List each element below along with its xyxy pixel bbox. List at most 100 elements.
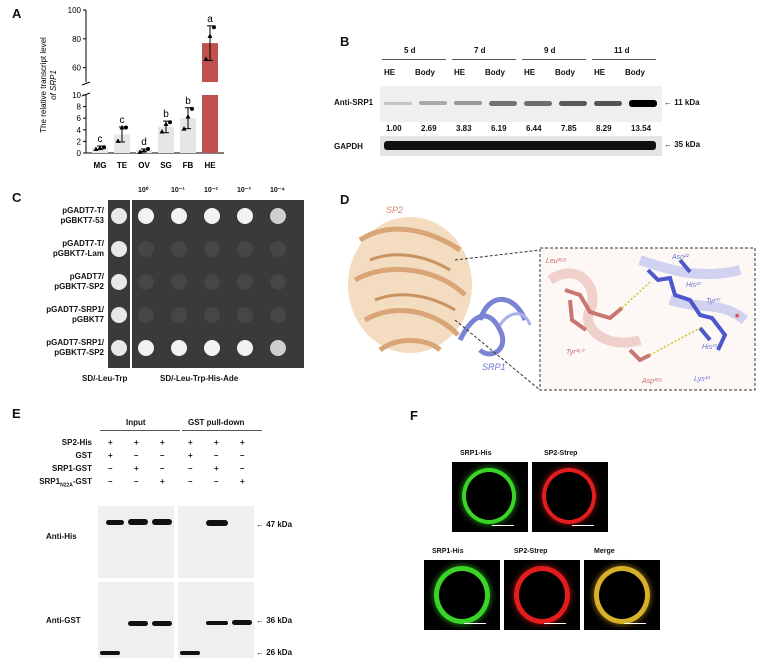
residue-tyr37: Tyr³⁷ [706,298,721,305]
anti-his-label: Anti-His [46,532,77,541]
srp1-band [419,101,447,105]
construct-label-line2: pGBKT7-53 [60,216,104,225]
sign-cell: – [214,451,219,460]
marker-11kda: ← 11 kDa [664,98,700,107]
spot-dilution [204,241,220,257]
tissue-label: HE [594,68,606,77]
data-point [115,138,121,143]
pulldown-row-label: SRP1N22A-GST [30,477,92,489]
spot-dilution [171,340,187,356]
data-point [190,106,194,111]
pulldown-row-label: SP2-His [30,438,92,447]
data-point [102,145,106,150]
panel-letter-b: B [340,34,350,49]
dilution-label: 10⁻² [204,187,218,194]
spot-dilution [237,307,253,323]
sign-cell: + [134,438,139,447]
sp2-label: SP2 [386,205,404,215]
gst-blot-input [98,582,174,658]
his-blot-input [98,506,174,578]
construct-label-line2: pGBKT7-SP2 [54,348,104,357]
band-intensity-value: 13.54 [631,124,652,133]
header-input-underline [100,430,180,431]
spot-dilution [138,241,154,257]
spot-dilution [270,208,286,224]
spot-dilution [138,208,154,224]
srp1-label: SRP1 [482,362,506,372]
micro-top-red [532,462,608,532]
pulldown-row-label: GST [30,451,92,460]
gst-band-lane2 [128,621,148,626]
construct-label-line1: pGADT7-T/ [62,206,104,215]
dilution-label: 10⁻⁴ [270,187,285,194]
spot-dilution [204,274,220,290]
marker-11kda-text: 11 kDa [674,98,700,107]
panel-d-structure: * [348,217,756,391]
srp1-band [629,99,657,107]
spot-selection-plate [111,208,127,224]
f-bottom-label-green: SRP1-His [432,548,464,555]
spot-dilution [237,274,253,290]
band-intensity-value: 2.69 [421,124,437,133]
srp1-band [524,100,552,106]
data-point [203,56,209,61]
residue-leu258: Leu²⁵⁸ [546,258,566,265]
tissue-label: Body [415,68,435,77]
sign-cell: + [134,464,139,473]
residue-his33: His³³ [702,344,717,351]
spot-dilution [237,241,253,257]
data-point [141,148,147,153]
data-point [207,33,213,38]
f-top-label-red: SP2-Strep [544,450,578,457]
bar-mg [92,147,108,153]
gst-band-lane3 [152,621,172,626]
x-tick-label: HE [204,161,216,170]
his-band-lane2 [128,519,148,525]
y-tick-label: 0 [77,149,82,158]
spot-selection-plate [111,241,127,257]
x-tick-label: SG [160,161,172,170]
dilution-label: 10⁻¹ [171,187,185,194]
panel-letter-a: A [12,6,22,21]
day-label: 5 d [404,46,416,55]
day-underline [592,59,656,60]
spot-dilution [171,307,187,323]
f-bottom-label-merge: Merge [594,548,615,555]
micro-bottom-red [504,560,580,630]
sign-cell: + [108,451,113,460]
y-tick-label: 100 [68,6,82,15]
header-input: Input [126,418,146,427]
tissue-label: HE [524,68,536,77]
data-point [137,149,143,154]
his-band-lane1 [106,520,124,525]
gapdh-label: GAPDH [334,142,363,151]
spot-dilution [171,208,187,224]
media-right-label: SD/-Leu-Trp-His-Ade [160,374,239,383]
y-tick-label: 10 [72,91,81,100]
spot-selection-plate [111,307,127,323]
marker-26kda-text: 26 kDa [266,648,293,657]
f-top-label-green: SRP1-His [460,450,492,457]
tissue-label: Body [555,68,575,77]
header-pulldown-underline [182,430,262,431]
y-axis-label: The relative transcript level [39,37,48,133]
srp1-band [384,101,412,105]
spot-dilution [237,208,253,224]
micro-bottom-green [424,560,500,630]
sign-cell: + [188,451,193,460]
spot-dilution [270,241,286,257]
spot-dilution [237,340,253,356]
his-band-lane5 [206,520,228,526]
spot-dilution [204,307,220,323]
sign-cell: – [160,451,165,460]
panel-e-gst-pulldown: Input GST pull-down SP2-His + + + + + + GST + – – +… [30,414,370,668]
residue-lys43: Lys⁴³ [694,376,711,383]
significance-letter: a [207,14,213,25]
micro-bottom-merge [584,560,660,630]
data-point [146,146,150,151]
day-underline [522,59,586,60]
f-bottom-label-red: SP2-Strep [514,548,548,555]
tissue-label: HE [384,68,396,77]
residue-asn22: Asn²² [672,254,689,261]
day-underline [452,59,516,60]
